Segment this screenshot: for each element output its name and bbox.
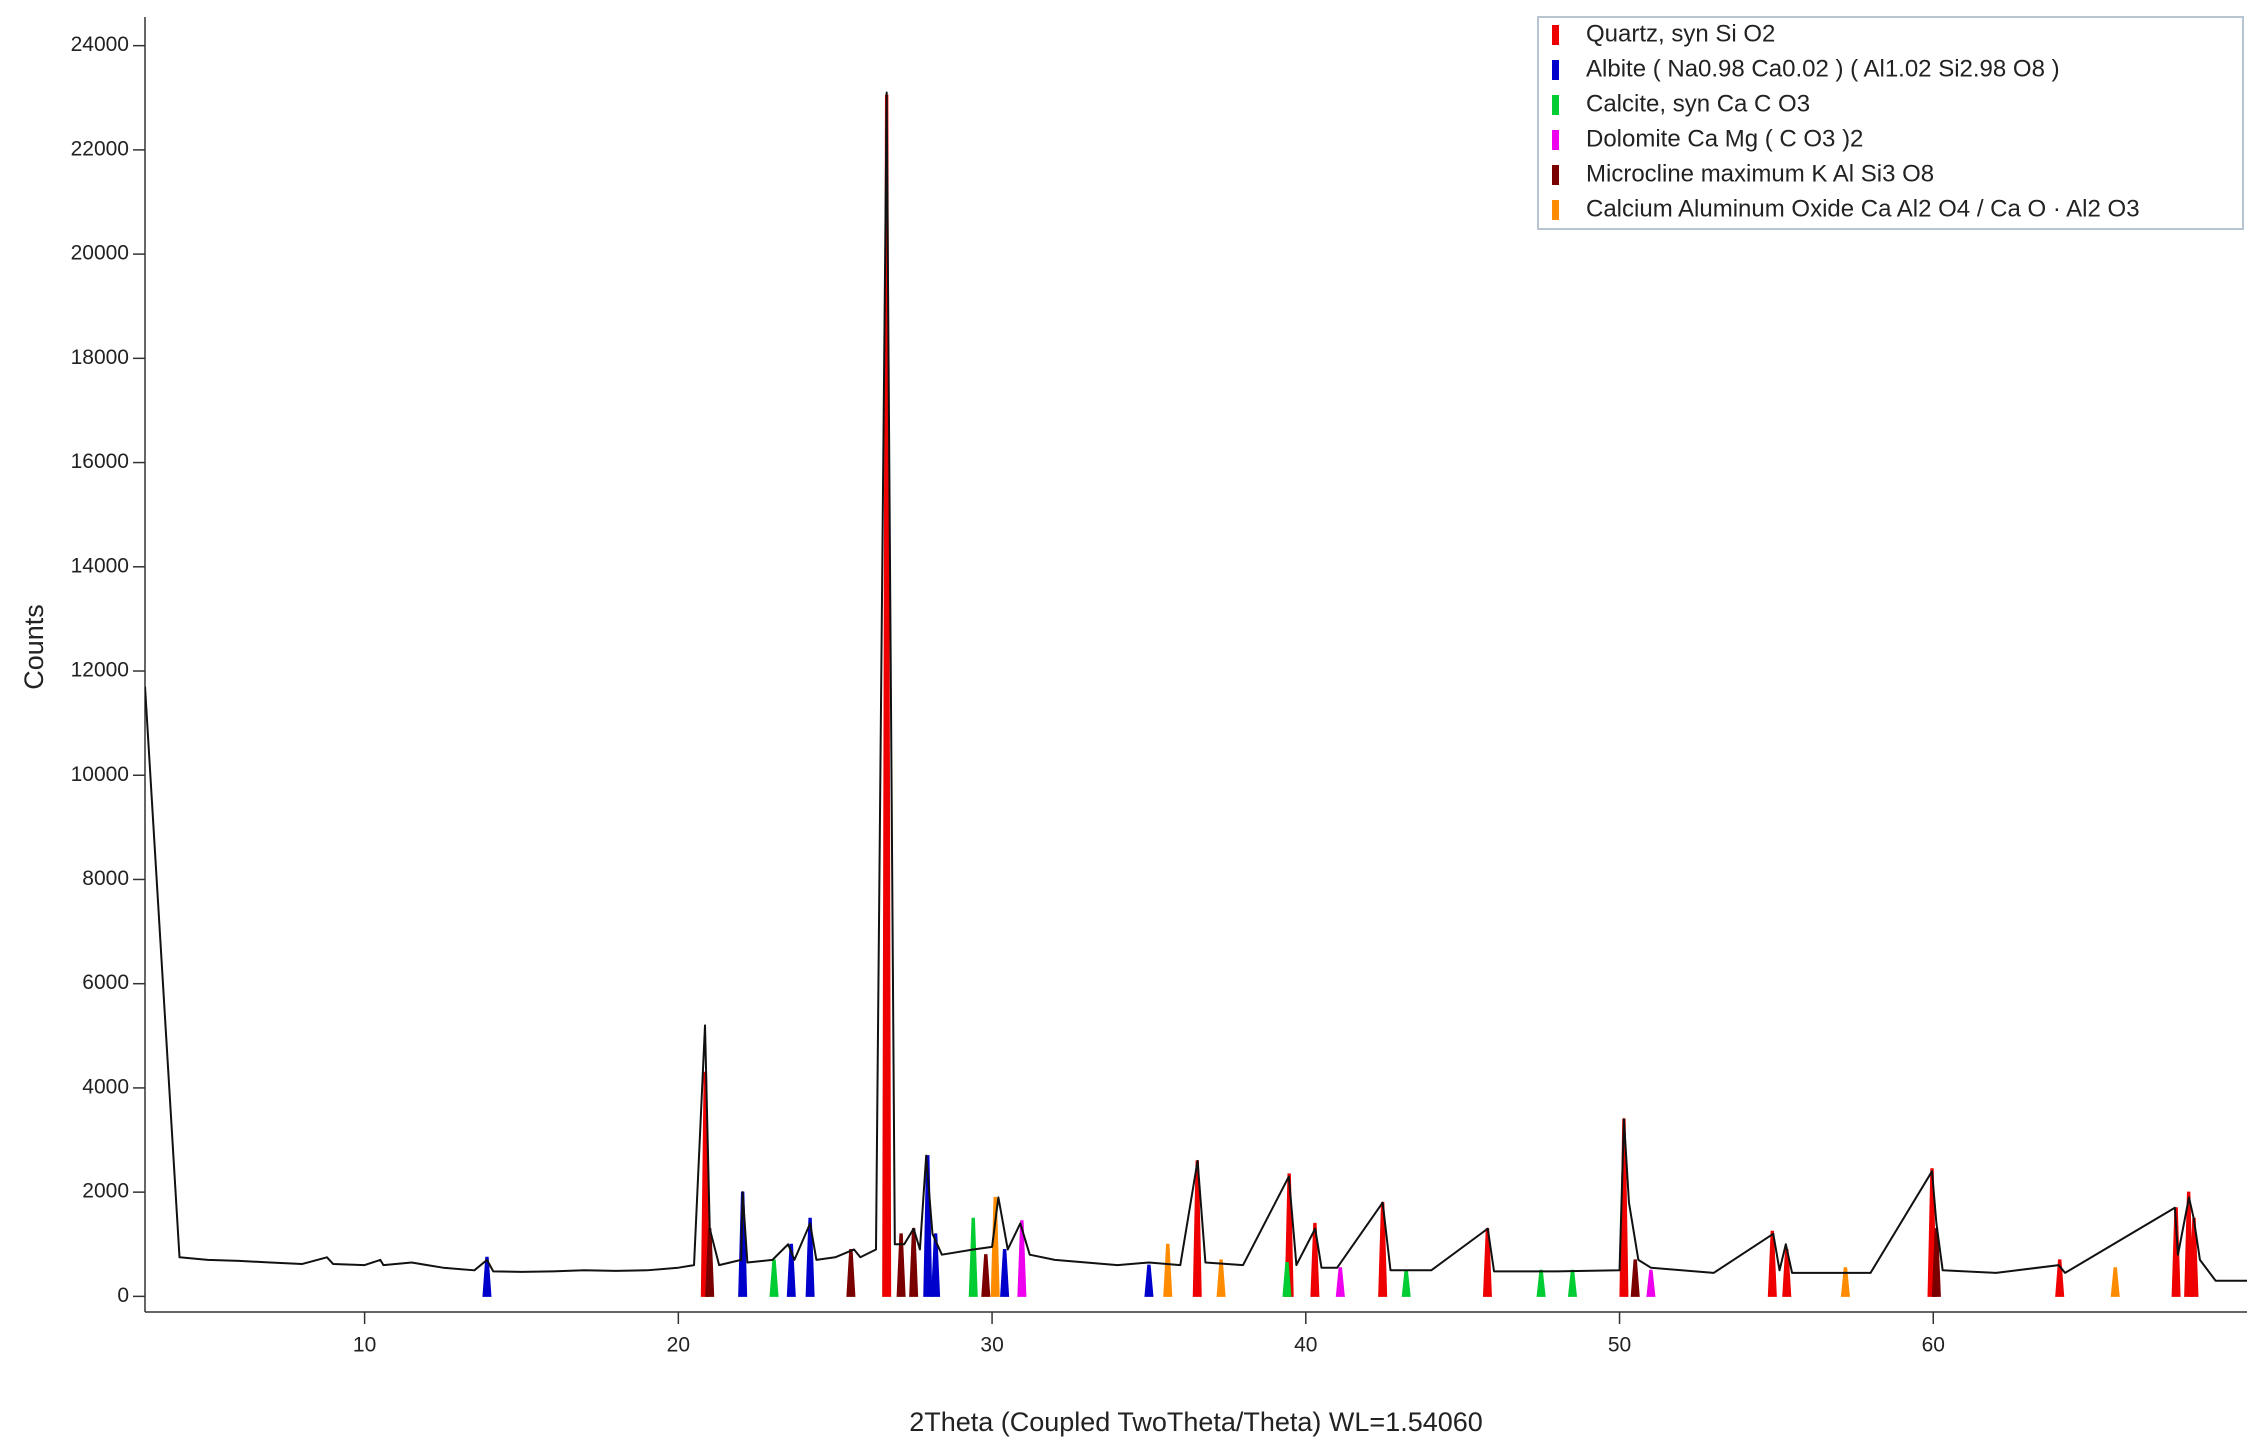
y-tick-label: 10000	[71, 763, 129, 786]
plot-area	[145, 91, 2247, 1297]
phase-peak	[769, 1259, 779, 1297]
legend-swatch	[1552, 95, 1559, 115]
y-tick-label: 22000	[71, 137, 129, 160]
legend-label: Dolomite Ca Mg ( C O3 )2	[1586, 125, 1863, 152]
phase-peak	[1216, 1259, 1226, 1297]
phase-peak	[931, 1233, 941, 1297]
phase-peak	[1163, 1243, 1173, 1297]
pattern-line	[145, 91, 2247, 1282]
phase-peak	[1144, 1264, 1154, 1297]
y-tick-label: 20000	[71, 242, 129, 265]
phase-peak	[482, 1256, 492, 1297]
phase-peak	[981, 1254, 991, 1297]
phase-peak	[2189, 1217, 2199, 1297]
legend-label: Calcium Aluminum Oxide Ca Al2 O4 / Ca O …	[1586, 195, 2140, 222]
y-tick-label: 6000	[82, 971, 129, 994]
phase-peak	[896, 1233, 906, 1297]
phase-peak	[923, 1155, 933, 1297]
phase-peak	[1536, 1269, 1546, 1297]
legend-swatch	[1552, 60, 1559, 80]
x-axis-title: 2Theta (Coupled TwoTheta/Theta) WL=1.540…	[909, 1407, 1483, 1437]
legend-box	[1537, 16, 2244, 230]
legend-label: Calcite, syn Ca C O3	[1586, 90, 1810, 117]
phase-peak	[1840, 1267, 1850, 1297]
x-tick-label: 60	[1922, 1334, 1945, 1357]
phase-peak	[990, 1196, 1000, 1297]
phase-peak	[909, 1228, 919, 1297]
y-tick-label: 4000	[82, 1075, 129, 1098]
legend-swatch	[1552, 165, 1559, 185]
phase-peak	[1335, 1267, 1345, 1297]
legend-label: Quartz, syn Si O2	[1586, 20, 1775, 47]
phase-peak	[2110, 1267, 2120, 1297]
x-tick-label: 10	[353, 1334, 376, 1357]
phase-peak	[1282, 1261, 1292, 1297]
y-axis-title: Counts	[19, 604, 49, 690]
x-tick-label: 50	[1608, 1334, 1631, 1357]
y-tick-label: 2000	[82, 1180, 129, 1203]
phase-peak	[2171, 1207, 2181, 1297]
phase-peak	[1310, 1222, 1320, 1297]
x-tick-label: 20	[667, 1334, 690, 1357]
y-tick-label: 8000	[82, 867, 129, 890]
phase-peak	[1378, 1202, 1388, 1297]
y-tick-label: 16000	[71, 450, 129, 473]
phase-peak	[805, 1217, 815, 1297]
phase-peak	[738, 1191, 748, 1297]
phase-peak	[1017, 1220, 1027, 1297]
phase-peak	[1630, 1259, 1640, 1297]
y-tick-label: 24000	[71, 33, 129, 56]
y-tick-label: 0	[117, 1284, 129, 1307]
legend-label: Albite ( Na0.98 Ca0.02 ) ( Al1.02 Si2.98…	[1586, 55, 2060, 82]
phase-peak	[2055, 1259, 2065, 1297]
x-tick-label: 30	[980, 1334, 1003, 1357]
x-tick-label: 40	[1294, 1334, 1317, 1357]
legend-swatch	[1552, 200, 1559, 220]
phase-peak	[705, 1228, 715, 1297]
phase-peak	[1646, 1269, 1656, 1297]
phase-peak	[786, 1243, 796, 1297]
phase-peak	[1000, 1248, 1010, 1297]
legend-swatch	[1552, 25, 1559, 45]
y-tick-label: 14000	[71, 554, 129, 577]
legend-label: Microcline maximum K Al Si3 O8	[1586, 160, 1934, 187]
phase-peak	[968, 1217, 978, 1297]
legend-swatch	[1552, 130, 1559, 150]
phase-peak	[882, 94, 892, 1297]
y-tick-label: 18000	[71, 346, 129, 369]
y-tick-label: 12000	[71, 659, 129, 682]
phase-peak	[1767, 1230, 1777, 1297]
